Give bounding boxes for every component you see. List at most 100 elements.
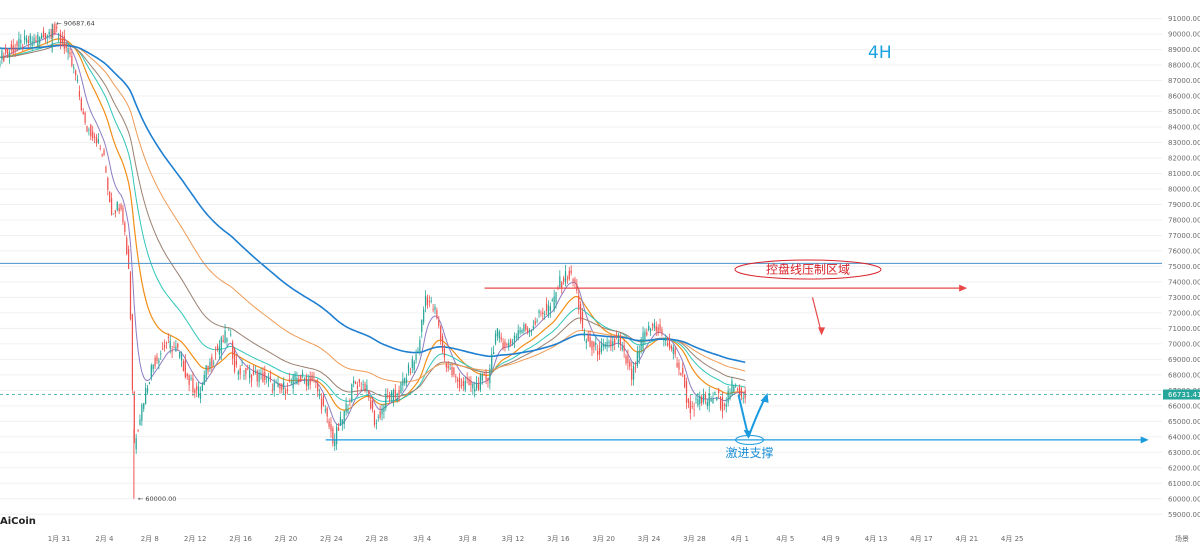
candle-body bbox=[6, 49, 9, 55]
candle-body bbox=[31, 41, 33, 47]
moving-average-line bbox=[0, 44, 746, 397]
candle-body bbox=[742, 397, 744, 399]
candle-body bbox=[300, 375, 302, 381]
candle-body bbox=[33, 37, 35, 43]
candle-body bbox=[10, 44, 12, 49]
candle-body bbox=[371, 400, 374, 409]
candle-body bbox=[271, 389, 273, 391]
candle-body bbox=[667, 343, 669, 346]
candle-body bbox=[133, 392, 135, 443]
candle-body bbox=[585, 340, 587, 343]
candle-body bbox=[670, 345, 673, 349]
candle-body bbox=[292, 375, 294, 389]
candle-body bbox=[614, 339, 616, 344]
candle-body bbox=[243, 375, 245, 377]
candle-body bbox=[449, 368, 451, 370]
candle-body bbox=[118, 207, 120, 212]
candle-body bbox=[445, 364, 447, 368]
candle-body bbox=[661, 329, 663, 334]
candle-body bbox=[337, 427, 340, 431]
time-tick-label: 3月 20 bbox=[592, 535, 615, 543]
resistance-zone-label: 控盘线压制区域 bbox=[766, 262, 850, 277]
candle-body bbox=[532, 325, 534, 329]
axis-corner-label: 场景 bbox=[1175, 534, 1189, 543]
candle-body bbox=[517, 330, 519, 339]
candle-body bbox=[163, 344, 166, 348]
price-axis[interactable]: 91000.00 90000.00 89000.00 88000.00 87000.00… bbox=[1163, 15, 1200, 519]
candle-body bbox=[184, 360, 186, 378]
candle-body bbox=[479, 375, 481, 390]
time-tick-label: 4月 5 bbox=[776, 535, 794, 543]
candle-body bbox=[230, 334, 232, 336]
candle-body bbox=[158, 360, 160, 363]
candle-body bbox=[82, 111, 84, 114]
candle-body bbox=[86, 126, 88, 132]
candle-body bbox=[320, 398, 323, 410]
candle-body bbox=[510, 340, 512, 344]
candle-body bbox=[481, 374, 483, 381]
candle-body bbox=[494, 333, 497, 344]
candle-body bbox=[205, 365, 207, 379]
candle-body bbox=[441, 336, 444, 352]
candle-body bbox=[649, 328, 652, 332]
candle-body bbox=[332, 428, 334, 444]
candle-body bbox=[233, 348, 236, 372]
candle-body bbox=[241, 364, 243, 366]
candle-body bbox=[256, 370, 258, 382]
candle-body bbox=[534, 321, 536, 325]
candle-body bbox=[307, 379, 309, 387]
candle-body bbox=[23, 36, 26, 41]
candle-body bbox=[483, 373, 485, 375]
candlesticks bbox=[0, 21, 746, 499]
candle-body bbox=[731, 380, 733, 395]
candle-body bbox=[604, 344, 606, 347]
price-tick-label: 77000.00 bbox=[1168, 232, 1200, 240]
candle-body bbox=[145, 388, 147, 405]
candle-body bbox=[419, 339, 421, 352]
candle-body bbox=[311, 375, 313, 382]
candle-body bbox=[8, 51, 11, 57]
price-tick-label: 65000.00 bbox=[1168, 418, 1200, 426]
candle-body bbox=[67, 47, 69, 54]
candle-body bbox=[714, 391, 716, 394]
current-price-label: 66731.41 bbox=[1168, 391, 1200, 399]
candle-body bbox=[508, 342, 510, 348]
price-tick-label: 81000.00 bbox=[1168, 170, 1200, 178]
candle-body bbox=[687, 398, 690, 403]
brand-logo-text: AiCoin bbox=[0, 516, 36, 527]
candle-body bbox=[562, 278, 565, 282]
candle-body bbox=[88, 129, 90, 131]
candle-body bbox=[719, 396, 722, 409]
candle-body bbox=[58, 34, 60, 36]
price-tick-label: 64000.00 bbox=[1168, 433, 1200, 441]
candle-body bbox=[375, 423, 377, 424]
candle-body bbox=[665, 337, 667, 341]
candle-body bbox=[44, 32, 47, 40]
candle-body bbox=[496, 328, 499, 337]
candle-body bbox=[555, 292, 557, 303]
candle-body bbox=[354, 382, 357, 384]
candle-body bbox=[269, 376, 272, 379]
candle-body bbox=[400, 382, 402, 394]
candle-body bbox=[120, 204, 122, 209]
candle-body bbox=[180, 354, 183, 361]
candle-body bbox=[290, 382, 292, 384]
candle-body bbox=[105, 166, 107, 173]
drawn-lines bbox=[0, 262, 1162, 444]
candle-body bbox=[370, 400, 372, 409]
price-tick-label: 83000.00 bbox=[1168, 139, 1200, 147]
resistance-zone-ellipse bbox=[734, 259, 882, 280]
candle-body bbox=[574, 279, 576, 283]
time-axis[interactable]: 1月 31 2月 4 2月 8 2月 12 2月 16 2月 20 2月 24 2月 28 3月… bbox=[48, 534, 1189, 543]
candle-body bbox=[506, 344, 508, 346]
candle-body bbox=[600, 344, 603, 352]
candle-body bbox=[602, 344, 604, 347]
candle-body bbox=[273, 382, 275, 391]
candle-body bbox=[345, 403, 347, 413]
candle-body bbox=[59, 33, 62, 43]
candle-body bbox=[379, 411, 381, 418]
price-tick-label: 86000.00 bbox=[1168, 93, 1200, 101]
time-tick-label: 3月 16 bbox=[547, 535, 570, 543]
candle-body bbox=[135, 438, 137, 450]
